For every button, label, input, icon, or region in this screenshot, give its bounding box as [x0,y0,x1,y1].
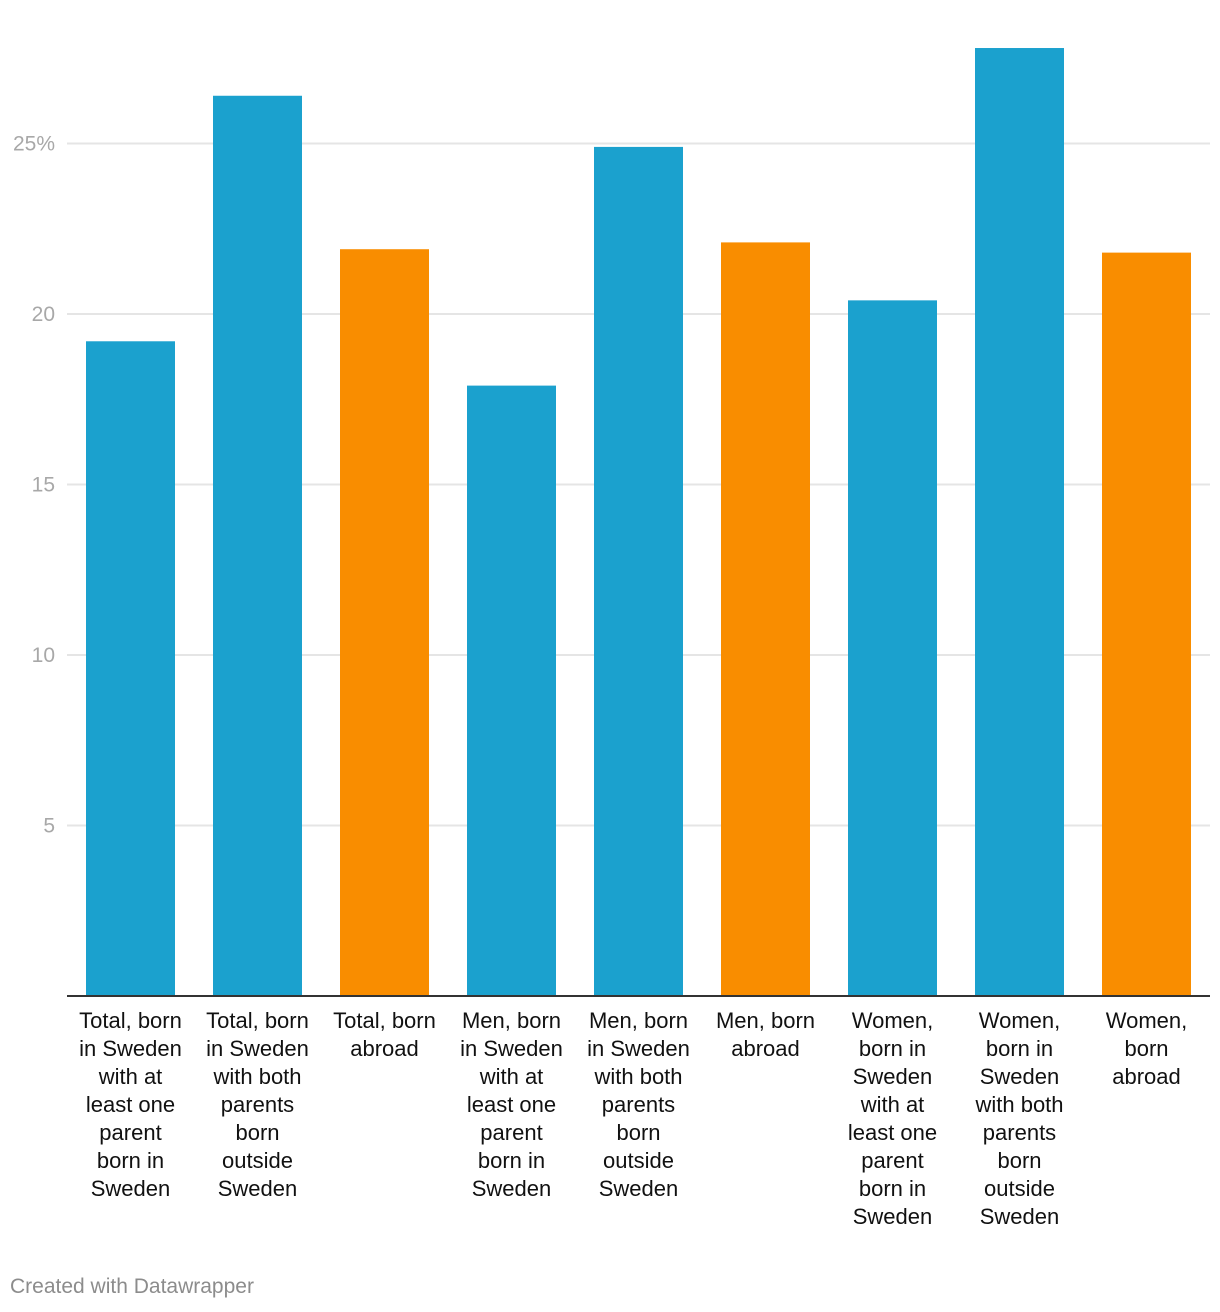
x-tick-label-line: Sweden [218,1176,298,1201]
y-tick-label-10: 10 [32,644,55,667]
x-tick-label-line: Sweden [599,1176,679,1201]
x-tick-label-line: parents [221,1092,294,1117]
bar-layer [86,48,1191,996]
x-tick-label-line: parents [983,1120,1056,1145]
x-tick-label-line: born [1124,1036,1168,1061]
x-tick-label-line: with both [212,1064,301,1089]
x-tick-label-line: Sweden [853,1064,933,1089]
x-tick-label-line: abroad [1112,1064,1181,1089]
y-tick-label-25: 25% [13,133,55,156]
x-tick-label-3: Total, born abroad [333,1008,436,1061]
x-tick-label-line: Sweden [91,1176,171,1201]
x-tick-label-9: Women, born abroad [1106,1008,1188,1089]
x-tick-label-line: with at [860,1092,925,1117]
y-tick-label-20: 20 [32,303,55,326]
x-tick-label-line: in Sweden [587,1036,690,1061]
x-tick-label-7: Women, born in Sweden with at least one paren… [848,1008,937,1229]
x-tick-label-line: born [997,1148,1041,1173]
x-tick-label-line: in Sweden [79,1036,182,1061]
datawrapper-credit: Created with Datawrapper [10,1275,254,1298]
bar-1 [86,341,175,996]
x-tick-label-line: Sweden [980,1064,1060,1089]
x-tick-label-line: outside [984,1176,1055,1201]
y-tick-label-15: 15 [32,474,55,497]
x-tick-label-line: least one [848,1120,937,1145]
x-tick-label-line: with at [98,1064,163,1089]
x-tick-label-line: Men, born [462,1008,561,1033]
x-tick-label-line: Sweden [853,1204,933,1229]
x-tick-label-line: with both [974,1092,1063,1117]
x-tick-label-1: Total, born in Sweden with at least one pare… [79,1008,182,1201]
bar-3 [340,249,429,996]
x-tick-label-line: parent [480,1120,542,1145]
x-tick-label-line: in Sweden [206,1036,309,1061]
bar-7 [848,300,937,996]
x-tick-label-line: parents [602,1092,675,1117]
x-tick-label-8: Women, born in Sweden with both parents born o… [974,1008,1063,1229]
x-tick-label-line: outside [603,1148,674,1173]
bar-4 [467,385,556,996]
bar-2 [213,95,302,996]
bar-9 [1102,252,1191,996]
x-tick-label-5: Men, born in Sweden with both parents born ou… [587,1008,690,1201]
x-tick-label-line: Men, born [716,1008,815,1033]
x-tick-label-line: with at [479,1064,544,1089]
x-tick-label-line: least one [467,1092,556,1117]
x-tick-label-line: Total, born [206,1008,309,1033]
x-tick-label-line: least one [86,1092,175,1117]
x-tick-label-line: parent [99,1120,161,1145]
x-tick-label-line: born in [986,1036,1053,1061]
x-tick-label-line: in Sweden [460,1036,563,1061]
x-tick-label-line: born [616,1120,660,1145]
x-tick-label-line: Sweden [472,1176,552,1201]
x-tick-label-line: outside [222,1148,293,1173]
x-tick-label-4: Men, born in Sweden with at least one parent… [460,1008,563,1201]
x-tick-label-line: Women, [979,1008,1061,1033]
x-tick-label-line: born in [859,1036,926,1061]
x-tick-label-line: Women, [1106,1008,1188,1033]
x-tick-label-line: abroad [731,1036,800,1061]
x-tick-label-line: Sweden [980,1204,1060,1229]
x-tick-label-line: born in [478,1148,545,1173]
bar-chart: 5 10 15 20 25% Total, born in Sweden with at le… [13,48,1210,1229]
x-tick-label-line: Women, [852,1008,934,1033]
bar-5 [594,146,683,996]
x-tick-label-line: parent [861,1148,923,1173]
x-tick-label-line: born in [97,1148,164,1173]
x-tick-label-line: Total, born [333,1008,436,1033]
x-label-layer: Total, born in Sweden with at least one pare… [79,1008,1187,1229]
bar-8 [975,48,1064,996]
x-tick-label-6: Men, born abroad [716,1008,815,1061]
x-tick-label-line: Men, born [589,1008,688,1033]
x-tick-label-line: Total, born [79,1008,182,1033]
x-tick-label-line: born in [859,1176,926,1201]
x-tick-label-2: Total, born in Sweden with both parents born… [206,1008,309,1201]
y-tick-label-5: 5 [43,815,55,838]
x-tick-label-line: born [235,1120,279,1145]
x-tick-label-line: abroad [350,1036,419,1061]
x-tick-label-line: with both [593,1064,682,1089]
bar-6 [721,242,810,996]
